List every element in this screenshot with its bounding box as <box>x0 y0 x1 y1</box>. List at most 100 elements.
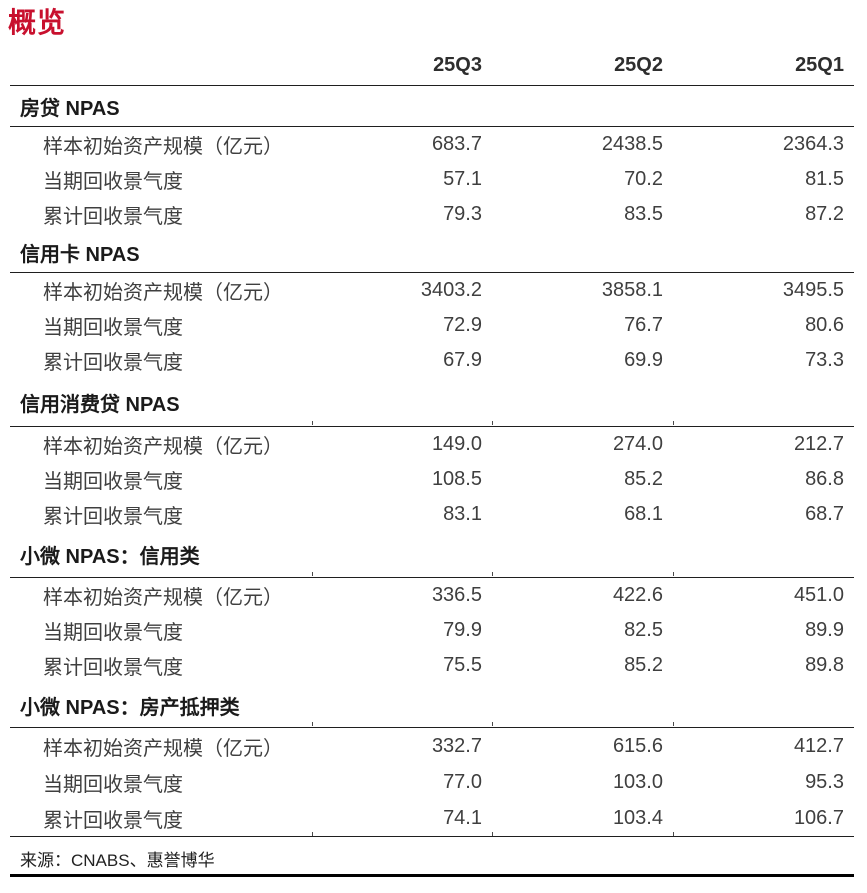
table-row: 当期回收景气度 72.9 76.7 80.6 <box>10 308 854 343</box>
row-label: 当期回收景气度 <box>43 773 183 796</box>
cell-value: 106.7 <box>793 806 844 829</box>
column-header-row: 25Q3 25Q2 25Q1 <box>10 46 854 86</box>
section-title: 小微 NPAS：房产抵押类 <box>20 696 240 719</box>
column-tick <box>673 832 674 836</box>
table-row: 样本初始资产规模（亿元） 336.5 422.6 451.0 <box>10 578 854 613</box>
cell-value: 87.2 <box>805 203 844 225</box>
column-header-25q1: 25Q1 <box>795 54 844 76</box>
section-title: 信用消费贷 NPAS <box>20 393 180 416</box>
cell-value: 79.3 <box>443 203 482 225</box>
row-label: 累计回收景气度 <box>43 809 183 832</box>
cell-value: 212.7 <box>793 433 844 455</box>
cell-value: 2438.5 <box>601 133 663 155</box>
cell-value: 108.5 <box>431 468 482 490</box>
cell-value: 3403.2 <box>420 279 482 301</box>
section-header: 信用卡 NPAS <box>10 232 854 273</box>
section-creditcard-npas: 信用卡 NPAS 样本初始资产规模（亿元） 3403.2 3858.1 3495… <box>10 232 854 378</box>
table-row: 当期回收景气度 57.1 70.2 81.5 <box>10 162 854 197</box>
section-mortgage-npas: 房贷 NPAS 样本初始资产规模（亿元） 683.7 2438.5 2364.3… <box>10 86 854 232</box>
cell-value: 89.8 <box>805 654 844 676</box>
section-micro-mortgage-npas: 小微 NPAS：房产抵押类 样本初始资产规模（亿元） 332.7 615.6 4… <box>10 683 854 836</box>
column-header-25q2: 25Q2 <box>614 54 663 76</box>
cell-value: 683.7 <box>431 133 482 155</box>
column-tick <box>312 572 313 576</box>
cell-value: 57.1 <box>443 168 482 190</box>
table-row: 累计回收景气度 79.3 83.5 87.2 <box>10 197 854 232</box>
row-label: 累计回收景气度 <box>43 352 183 374</box>
cell-value: 81.5 <box>805 168 844 190</box>
cell-value: 412.7 <box>793 734 844 757</box>
overview-table: 25Q3 25Q2 25Q1 房贷 NPAS 样本初始资产规模（亿元） 683.… <box>10 46 854 877</box>
cell-value: 3495.5 <box>782 279 844 301</box>
section-header: 房贷 NPAS <box>10 86 854 127</box>
table-row: 累计回收景气度 74.1 103.4 106.7 <box>10 800 854 836</box>
cell-value: 69.9 <box>624 349 663 371</box>
column-header-25q3: 25Q3 <box>433 54 482 76</box>
column-tick <box>312 722 313 726</box>
row-label: 当期回收景气度 <box>43 471 183 493</box>
table-row: 当期回收景气度 77.0 103.0 95.3 <box>10 764 854 800</box>
section-title: 房贷 NPAS <box>20 97 120 120</box>
table-row: 样本初始资产规模（亿元） 149.0 274.0 212.7 <box>10 427 854 462</box>
table-row: 累计回收景气度 83.1 68.1 68.7 <box>10 497 854 532</box>
section-title: 小微 NPAS：信用类 <box>20 546 200 568</box>
table-row: 当期回收景气度 79.9 82.5 89.9 <box>10 613 854 648</box>
section-title: 信用卡 NPAS <box>20 243 140 266</box>
table-row: 当期回收景气度 108.5 85.2 86.8 <box>10 462 854 497</box>
row-label: 样本初始资产规模（亿元） <box>43 136 283 158</box>
section-header: 信用消费贷 NPAS <box>10 378 854 427</box>
column-tick <box>492 832 493 836</box>
cell-value: 274.0 <box>612 433 663 455</box>
cell-value: 73.3 <box>805 349 844 371</box>
cell-value: 68.7 <box>805 503 844 525</box>
cell-value: 332.7 <box>431 734 482 757</box>
row-label: 累计回收景气度 <box>43 506 183 528</box>
cell-value: 79.9 <box>443 619 482 641</box>
table-row: 累计回收景气度 67.9 69.9 73.3 <box>10 343 854 378</box>
cell-value: 82.5 <box>624 619 663 641</box>
cell-value: 336.5 <box>431 584 482 606</box>
cell-value: 103.4 <box>612 806 663 829</box>
cell-value: 74.1 <box>443 806 482 829</box>
column-tick <box>673 421 674 425</box>
row-label: 样本初始资产规模（亿元） <box>43 587 283 609</box>
row-label: 样本初始资产规模（亿元） <box>43 282 283 304</box>
cell-value: 2364.3 <box>782 133 844 155</box>
row-label: 当期回收景气度 <box>43 171 183 193</box>
cell-value: 95.3 <box>805 770 844 793</box>
cell-value: 83.1 <box>443 503 482 525</box>
row-label: 累计回收景气度 <box>43 657 183 679</box>
cell-value: 70.2 <box>624 168 663 190</box>
row-label: 样本初始资产规模（亿元） <box>43 436 283 458</box>
cell-value: 3858.1 <box>601 279 663 301</box>
page-title: 概览 <box>8 7 67 38</box>
cell-value: 80.6 <box>805 314 844 336</box>
cell-value: 89.9 <box>805 619 844 641</box>
column-tick <box>673 572 674 576</box>
column-tick <box>492 722 493 726</box>
cell-value: 76.7 <box>624 314 663 336</box>
cell-value: 85.2 <box>624 468 663 490</box>
source-text: 来源：CNABS、惠誉博华 <box>20 851 215 870</box>
cell-value: 451.0 <box>793 584 844 606</box>
table-row: 样本初始资产规模（亿元） 332.7 615.6 412.7 <box>10 728 854 764</box>
cell-value: 85.2 <box>624 654 663 676</box>
column-tick <box>492 421 493 425</box>
row-label: 样本初始资产规模（亿元） <box>43 737 283 760</box>
cell-value: 75.5 <box>443 654 482 676</box>
source-note: 来源：CNABS、惠誉博华 <box>10 832 854 877</box>
column-tick <box>673 722 674 726</box>
cell-value: 149.0 <box>431 433 482 455</box>
table-row: 累计回收景气度 75.5 85.2 89.8 <box>10 648 854 683</box>
cell-value: 72.9 <box>443 314 482 336</box>
section-consumer-loan-npas: 信用消费贷 NPAS 样本初始资产规模（亿元） 149.0 274.0 212.… <box>10 378 854 532</box>
cell-value: 83.5 <box>624 203 663 225</box>
column-tick <box>312 421 313 425</box>
row-label: 当期回收景气度 <box>43 622 183 644</box>
table-row: 样本初始资产规模（亿元） 3403.2 3858.1 3495.5 <box>10 273 854 308</box>
cell-value: 67.9 <box>443 349 482 371</box>
row-label: 累计回收景气度 <box>43 206 183 228</box>
section-header: 小微 NPAS：房产抵押类 <box>10 683 854 728</box>
section-header: 小微 NPAS：信用类 <box>10 532 854 578</box>
cell-value: 422.6 <box>612 584 663 606</box>
